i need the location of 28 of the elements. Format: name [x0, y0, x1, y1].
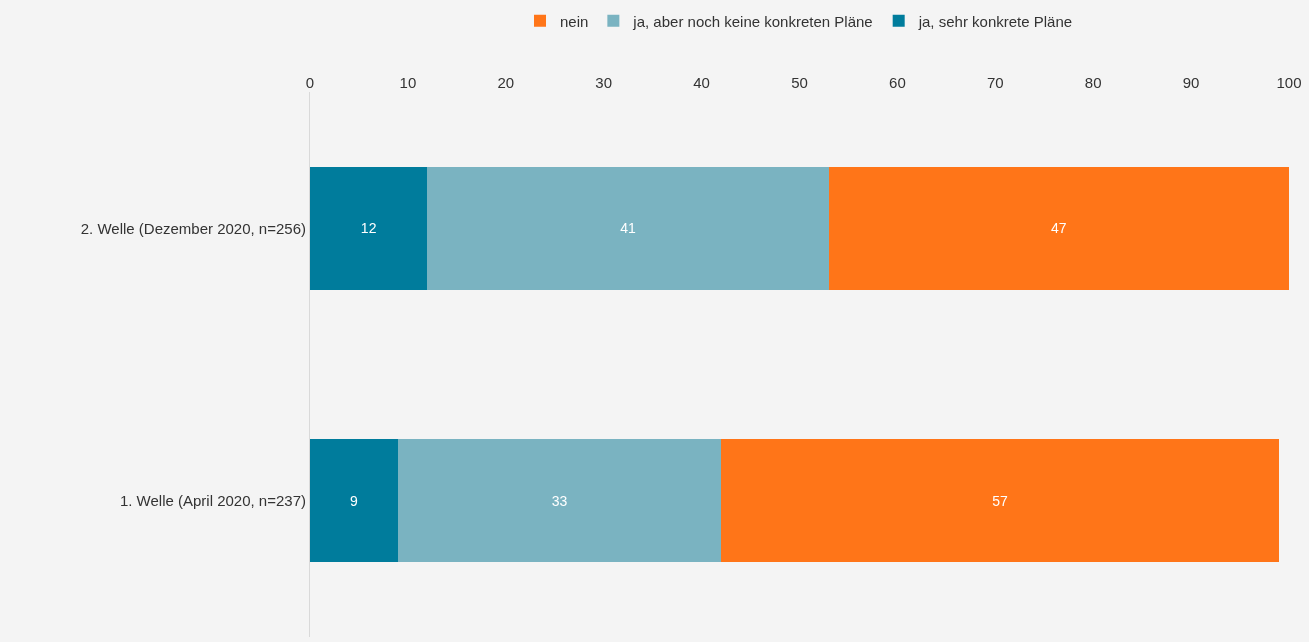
- y-tick-label: 2. Welle (Dezember 2020, n=256): [80, 219, 306, 237]
- x-tick-label: 60: [889, 74, 906, 91]
- x-tick-label: 40: [693, 74, 710, 91]
- x-tick-label: 10: [399, 74, 417, 91]
- y-tick-label: 1. Welle (April 2020, n=237): [119, 492, 306, 509]
- x-tick-label: 100: [1276, 74, 1302, 91]
- bar: [721, 439, 1280, 563]
- legend-label: ja, sehr konkrete Pläne: [917, 12, 1073, 30]
- data-label: 33: [551, 492, 568, 509]
- bar: [828, 166, 1289, 290]
- data-label: 41: [620, 220, 637, 237]
- bar: [427, 166, 829, 290]
- x-tick-label: 20: [497, 74, 515, 91]
- x-tick-label: 0: [305, 74, 315, 91]
- data-label: 47: [1051, 220, 1067, 237]
- x-tick-label: 80: [1084, 74, 1102, 91]
- bar: [398, 439, 722, 563]
- x-tick-label: 30: [595, 74, 613, 91]
- x-tick-label: 50: [791, 74, 808, 91]
- data-label: 57: [992, 492, 1009, 509]
- legend-label: nein: [560, 12, 589, 30]
- x-tick-label: 70: [986, 74, 1004, 91]
- data-label: 9: [350, 492, 359, 509]
- legend-label: ja, aber noch keine konkreten Pläne: [632, 12, 873, 30]
- data-label: 12: [360, 220, 377, 237]
- x-tick-label: 90: [1182, 74, 1200, 91]
- bar: [310, 166, 428, 290]
- bar: [310, 439, 399, 563]
